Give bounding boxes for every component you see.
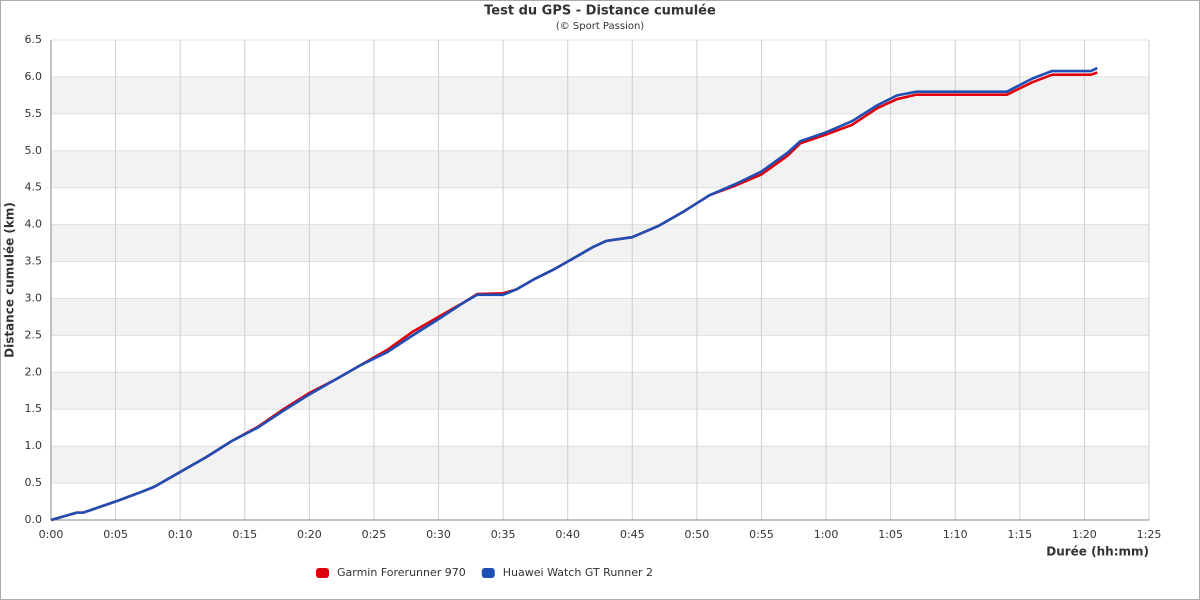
y-tick-label: 0.5 [25,476,43,489]
chart-title: Test du GPS - Distance cumulée [484,4,716,19]
x-tick-label: 0:35 [491,528,516,541]
x-tick-label: 0:15 [232,528,257,541]
y-tick-label: 1.5 [25,402,43,415]
y-tick-label: 5.0 [25,144,43,157]
y-tick-label: 3.0 [25,291,43,304]
y-tick-label: 5.5 [25,107,43,120]
legend-label: Garmin Forerunner 970 [337,566,466,579]
legend-label: Huawei Watch GT Runner 2 [503,566,653,579]
grid-band [51,446,1149,484]
x-tick-label: 1:05 [878,528,903,541]
x-tick-label: 0:20 [297,528,322,541]
x-tick-label: 0:05 [103,528,128,541]
y-tick-label: 1.0 [25,439,43,452]
legend-swatch [481,568,495,578]
x-tick-label: 0:40 [555,528,580,541]
series-line [50,66,1098,522]
x-tick-label: 1:25 [1137,528,1162,541]
legend-swatch [316,568,329,578]
y-tick-label: 2.5 [25,328,43,341]
x-tick-label: 0:30 [426,528,451,541]
y-tick-label: 4.5 [25,181,43,194]
x-tick-label: 1:15 [1007,528,1032,541]
grid-band [51,372,1149,410]
grid-band [51,150,1149,188]
grid-band [51,298,1149,336]
y-tick-label: 0.0 [25,513,43,526]
y-tick-label: 6.0 [25,70,43,83]
chart-subtitle: (© Sport Passion) [556,21,644,32]
x-tick-label: 1:20 [1072,528,1097,541]
y-tick-label: 3.5 [25,255,43,268]
y-tick-label: 6.5 [25,33,43,46]
x-tick-label: 0:25 [362,528,387,541]
y-tick-label: 4.0 [25,218,43,231]
x-tick-label: 0:10 [168,528,193,541]
x-tick-label: 0:00 [39,528,64,541]
x-tick-label: 0:45 [620,528,645,541]
y-axis-title: Distance cumulée (km) [3,202,17,358]
y-tick-label: 2.0 [25,365,43,378]
x-tick-label: 1:10 [943,528,968,541]
x-tick-label: 0:50 [685,528,710,541]
x-axis-title: Durée (hh:mm) [1046,545,1149,559]
x-tick-label: 0:55 [749,528,774,541]
x-tick-label: 1:00 [814,528,839,541]
